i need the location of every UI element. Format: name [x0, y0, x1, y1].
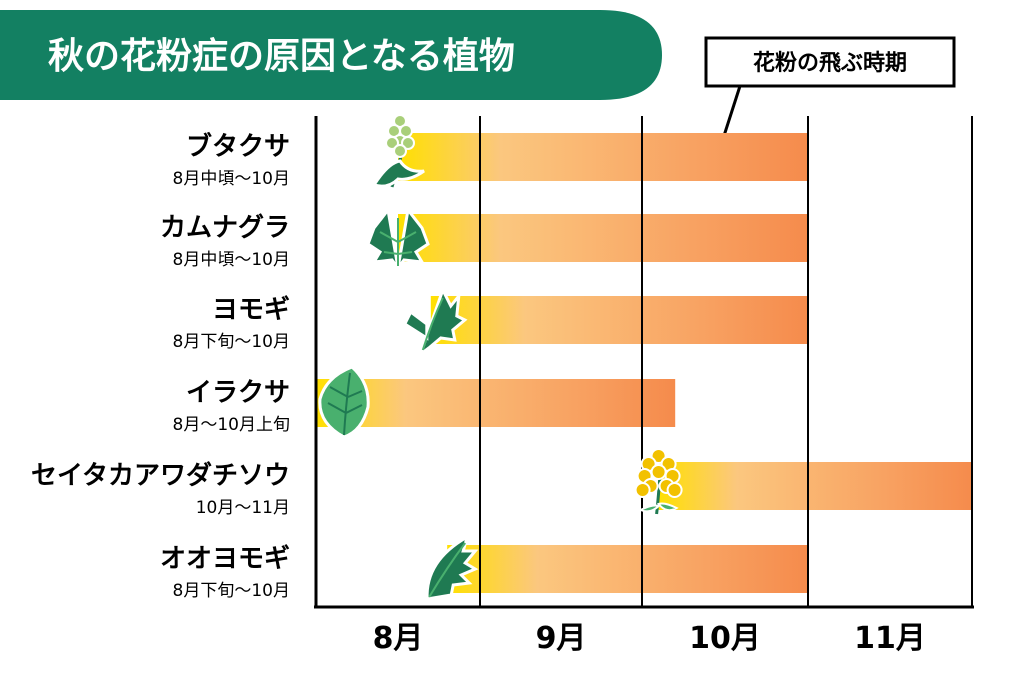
plant-name-5: セイタカアワダチソウ — [31, 460, 290, 491]
plant-period-2: 8月中頃〜10月 — [173, 250, 290, 270]
legend-pointer — [720, 85, 742, 143]
grid-layer — [314, 116, 974, 609]
plant-name-3: ヨモギ — [212, 295, 290, 325]
month-labels-layer: 8月 9月 10月 11月 — [373, 621, 926, 656]
plant-period-6: 8月下旬〜10月 — [173, 581, 290, 601]
title-banner — [0, 10, 662, 100]
month-label-2: 9月 — [536, 621, 587, 656]
goldenrod-icon — [634, 448, 683, 515]
bar-2 — [398, 214, 808, 262]
plant-name-4: イラクサ — [186, 378, 290, 408]
plant-period-5: 10月〜11月 — [196, 498, 290, 518]
legend-box — [704, 36, 956, 88]
ragweed-icon — [371, 114, 425, 188]
bar-5 — [658, 462, 972, 510]
chart-title: 秋の花粉症の原因となる植物 — [48, 36, 515, 77]
plant-name-1: ブタクサ — [186, 131, 290, 162]
plant-period-3: 8月下旬〜10月 — [173, 332, 290, 352]
bar-3 — [430, 296, 808, 344]
mugwort-icon — [402, 286, 468, 359]
month-label-4: 11月 — [854, 621, 926, 656]
bars-layer — [316, 133, 972, 593]
plant-period-1: 8月中頃〜10月 — [173, 169, 290, 189]
legend-label: 花粉の飛ぶ時期 — [753, 50, 907, 76]
bar-1 — [398, 133, 808, 181]
plant-period-4: 8月〜10月上旬 — [173, 415, 290, 435]
month-label-3: 10月 — [689, 621, 761, 656]
month-label-1: 8月 — [373, 621, 424, 656]
bar-4 — [316, 379, 676, 427]
plant-name-2: カムナグラ — [160, 213, 290, 243]
row-labels-layer: ブタクサ8月中頃〜10月カムナグラ8月中頃〜10月ヨモギ8月下旬〜10月イラクサ… — [31, 131, 290, 601]
plant-name-6: オオヨモギ — [160, 544, 290, 574]
icons-layer — [318, 114, 683, 601]
hop-leaf-icon — [366, 206, 430, 271]
large-mugwort-leaf-icon — [425, 533, 479, 601]
bar-6 — [447, 545, 808, 593]
nettle-leaf-icon — [318, 365, 370, 439]
